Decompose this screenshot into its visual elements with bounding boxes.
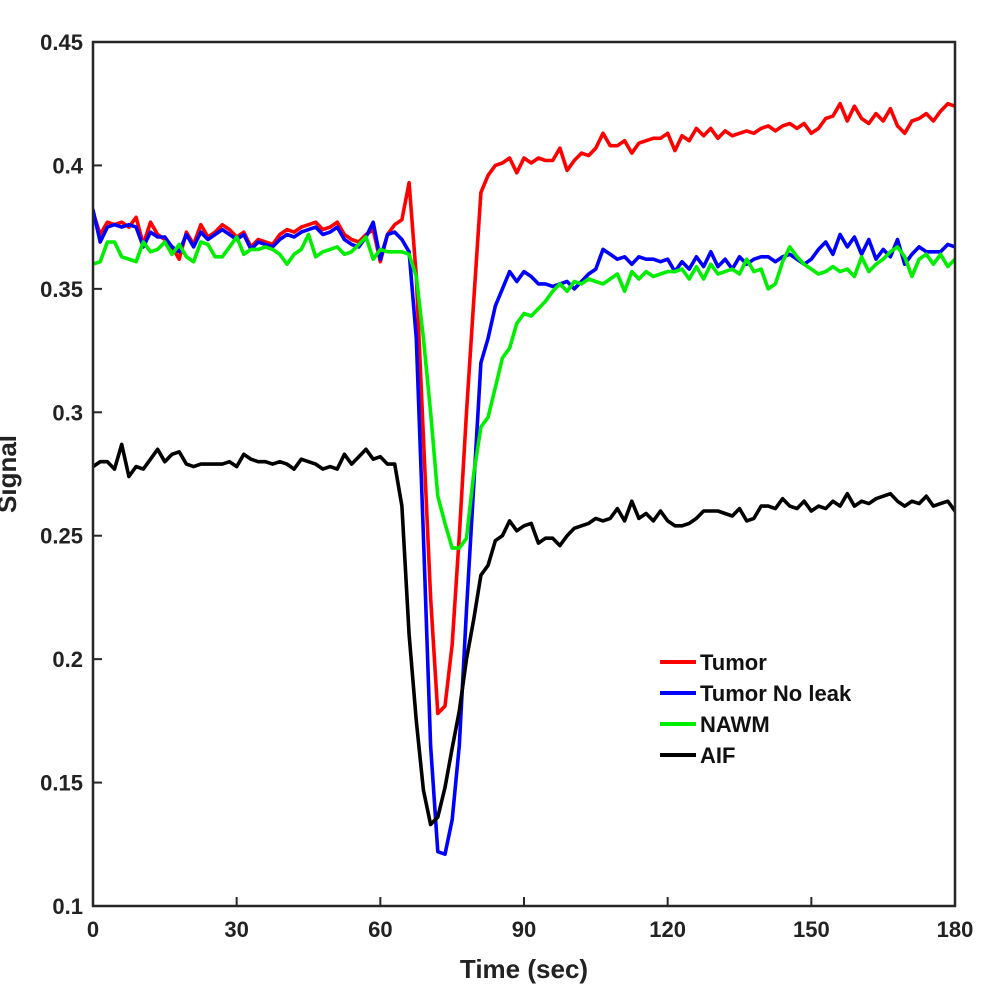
x-tick-label: 0 — [87, 917, 99, 942]
plot-area-frame — [91, 40, 957, 908]
y-tick-label: 0.35 — [40, 277, 83, 302]
legend-label-tumor-no-leak: Tumor No leak — [700, 681, 852, 706]
series-line-aif — [93, 442, 955, 827]
x-tick-label: 90 — [512, 917, 536, 942]
y-tick-label: 0.3 — [52, 400, 83, 425]
x-tick-label: 30 — [224, 917, 248, 942]
series-line-tumor — [93, 101, 955, 716]
x-axis-title: Time (sec) — [460, 954, 588, 984]
y-axis-title: Signal — [0, 435, 22, 513]
y-tick-label: 0.25 — [40, 524, 83, 549]
series-line-tumor-no-leak — [93, 208, 955, 856]
x-tick-label: 180 — [937, 917, 974, 942]
y-tick-label: 0.15 — [40, 771, 83, 796]
legend: Tumor Tumor No leak NAWM AIF — [660, 650, 852, 768]
legend-label-nawm: NAWM — [700, 712, 770, 737]
y-tick-label: 0.2 — [52, 647, 83, 672]
legend-label-tumor: Tumor — [700, 650, 767, 675]
x-tick-label: 60 — [368, 917, 392, 942]
series-line-nawm — [93, 232, 955, 550]
y-tick-label: 0.45 — [40, 30, 83, 55]
x-tick-label: 120 — [649, 917, 686, 942]
legend-label-aif: AIF — [700, 743, 735, 768]
y-tick-label: 0.1 — [52, 894, 83, 919]
x-tick-label: 150 — [793, 917, 830, 942]
y-tick-label: 0.4 — [52, 153, 83, 178]
axis-ticks: 0 30 60 90 120 150 180 0.1 0.15 0.2 0.25 0.3 0.35 0.4… — [40, 30, 973, 942]
series-layer — [93, 101, 955, 856]
